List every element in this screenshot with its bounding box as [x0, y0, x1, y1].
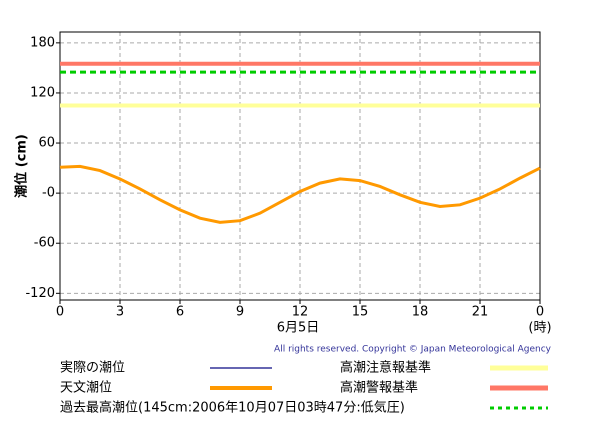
x-axis-label: 6月5日 [277, 321, 320, 336]
x-tick-label: 21 [472, 305, 489, 320]
legend-label: 実際の潮位 [60, 360, 125, 376]
x-tick-label: 0 [536, 305, 544, 320]
x-tick-label: 18 [412, 305, 429, 320]
copyright: All rights reserved. Copyright © Japan M… [274, 345, 552, 355]
y-tick-label: -0 [42, 186, 55, 201]
y-tick-label: 180 [30, 35, 55, 50]
legend-label: 高潮警報基準 [340, 380, 418, 396]
tide-line [59, 164, 541, 224]
x-tick-label: 15 [352, 305, 369, 320]
legend-label: 過去最高潮位(145cm:2006年10月07日03時47分:低気圧) [60, 400, 405, 416]
y-tick-label: 60 [38, 136, 55, 151]
legend-label: 天文潮位 [60, 381, 112, 396]
y-tick-label: 120 [30, 85, 55, 100]
legend-label: 高潮注意報基準 [340, 360, 431, 376]
x-tick-label: 0 [56, 305, 64, 320]
x-axis-unit: (時) [528, 321, 551, 336]
x-tick-label: 12 [292, 305, 309, 320]
y-tick-label: -60 [34, 236, 55, 251]
x-tick-label: 9 [236, 305, 244, 320]
x-tick-label: 6 [176, 305, 184, 320]
y-tick-label: -120 [25, 286, 55, 301]
x-tick-label: 3 [116, 305, 124, 320]
y-axis-label: 潮位 (cm) [14, 134, 30, 198]
